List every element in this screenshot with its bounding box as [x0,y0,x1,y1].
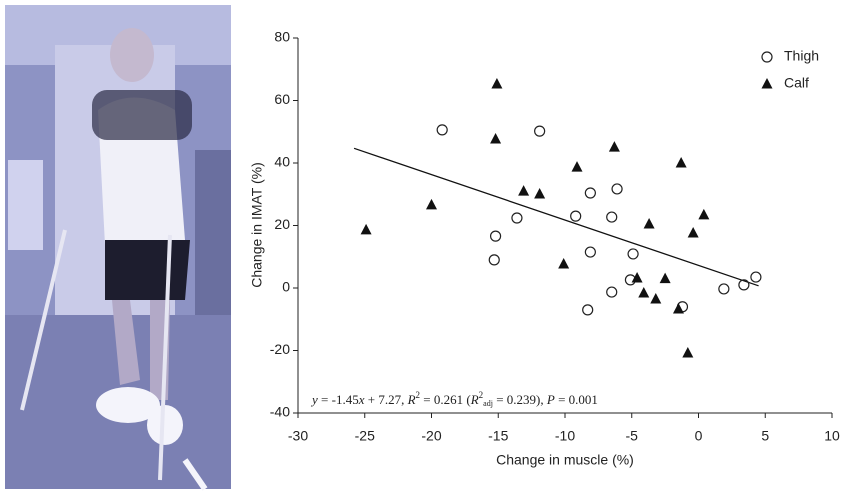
annotation-part: = -1.45 [318,392,359,407]
legend-label: Thigh [784,48,819,64]
annotation-part: adj [483,399,493,408]
point-triangle [672,302,684,314]
y-tick-label: 0 [282,279,290,295]
point-circle [511,212,523,224]
x-axis-label: Change in muscle (%) [496,452,634,468]
x-tick-label: -20 [421,428,441,444]
point-triangle [426,198,437,210]
annotation-part: x [358,392,365,407]
annotation-part: R [407,392,416,407]
point-circle [611,183,623,195]
point-triangle [360,223,372,235]
point-triangle [518,185,530,196]
y-tick-label: 20 [274,216,290,232]
annotation-part: + 7.27, [364,392,407,407]
x-tick-label: 10 [824,428,840,444]
x-tick-label: -25 [355,428,375,444]
y-tick-label: 40 [274,154,290,170]
x-tick-label: 5 [761,428,769,444]
x-tick-label: -30 [288,428,308,444]
annotation-part: R [470,392,479,407]
annotation-part: 2 [479,390,484,400]
fit-line [353,147,759,287]
legend-marker [761,51,773,63]
annotation-part: = 0.261 ( [420,392,471,407]
point-circle [606,211,618,223]
annotation-part: y [310,392,318,407]
legend-label: Calf [784,75,809,91]
photo [5,5,231,491]
point-circle [436,124,448,136]
point-triangle [490,132,502,144]
point-triangle [682,347,694,358]
x-tick-label: 0 [695,428,703,444]
point-circle [489,230,502,242]
point-circle [570,210,582,222]
point-triangle [698,208,710,220]
point-circle [534,125,546,137]
y-tick-label: -20 [270,341,290,357]
point-circle [738,279,750,291]
point-circle [584,246,596,258]
point-circle [627,248,639,260]
point-triangle [643,217,655,229]
point-triangle [631,272,643,283]
point-circle [584,187,596,199]
annotation-part: = 0.001 [555,392,598,407]
point-circle [582,304,594,316]
point-circle [750,271,762,283]
y-tick-label: 60 [274,91,290,107]
point-circle [606,286,618,298]
point-triangle [659,272,671,284]
annotation-part: P [546,392,555,407]
annotation-part: = 0.239), [493,392,547,407]
legend-marker [761,78,773,89]
point-triangle [534,187,546,199]
point-triangle [608,141,620,152]
point-triangle [491,77,503,89]
point-triangle [650,292,662,304]
fit-annotation: y = -1.45x + 7.27, R2 = 0.261 (R2adj = 0… [310,390,598,408]
point-triangle [558,257,570,269]
y-tick-label: -40 [270,404,290,420]
annotation-part: 2 [416,390,421,400]
point-triangle [638,287,650,298]
x-tick-label: -15 [488,428,508,444]
x-tick-label: -10 [555,428,575,444]
point-circle [488,254,500,266]
point-circle [718,283,730,295]
x-tick-label: -5 [626,428,639,444]
y-tick-label: 80 [274,29,290,45]
y-axis-label: Change in IMAT (%) [249,162,265,288]
point-triangle [687,227,699,238]
point-triangle [675,157,687,168]
point-triangle [571,161,583,172]
